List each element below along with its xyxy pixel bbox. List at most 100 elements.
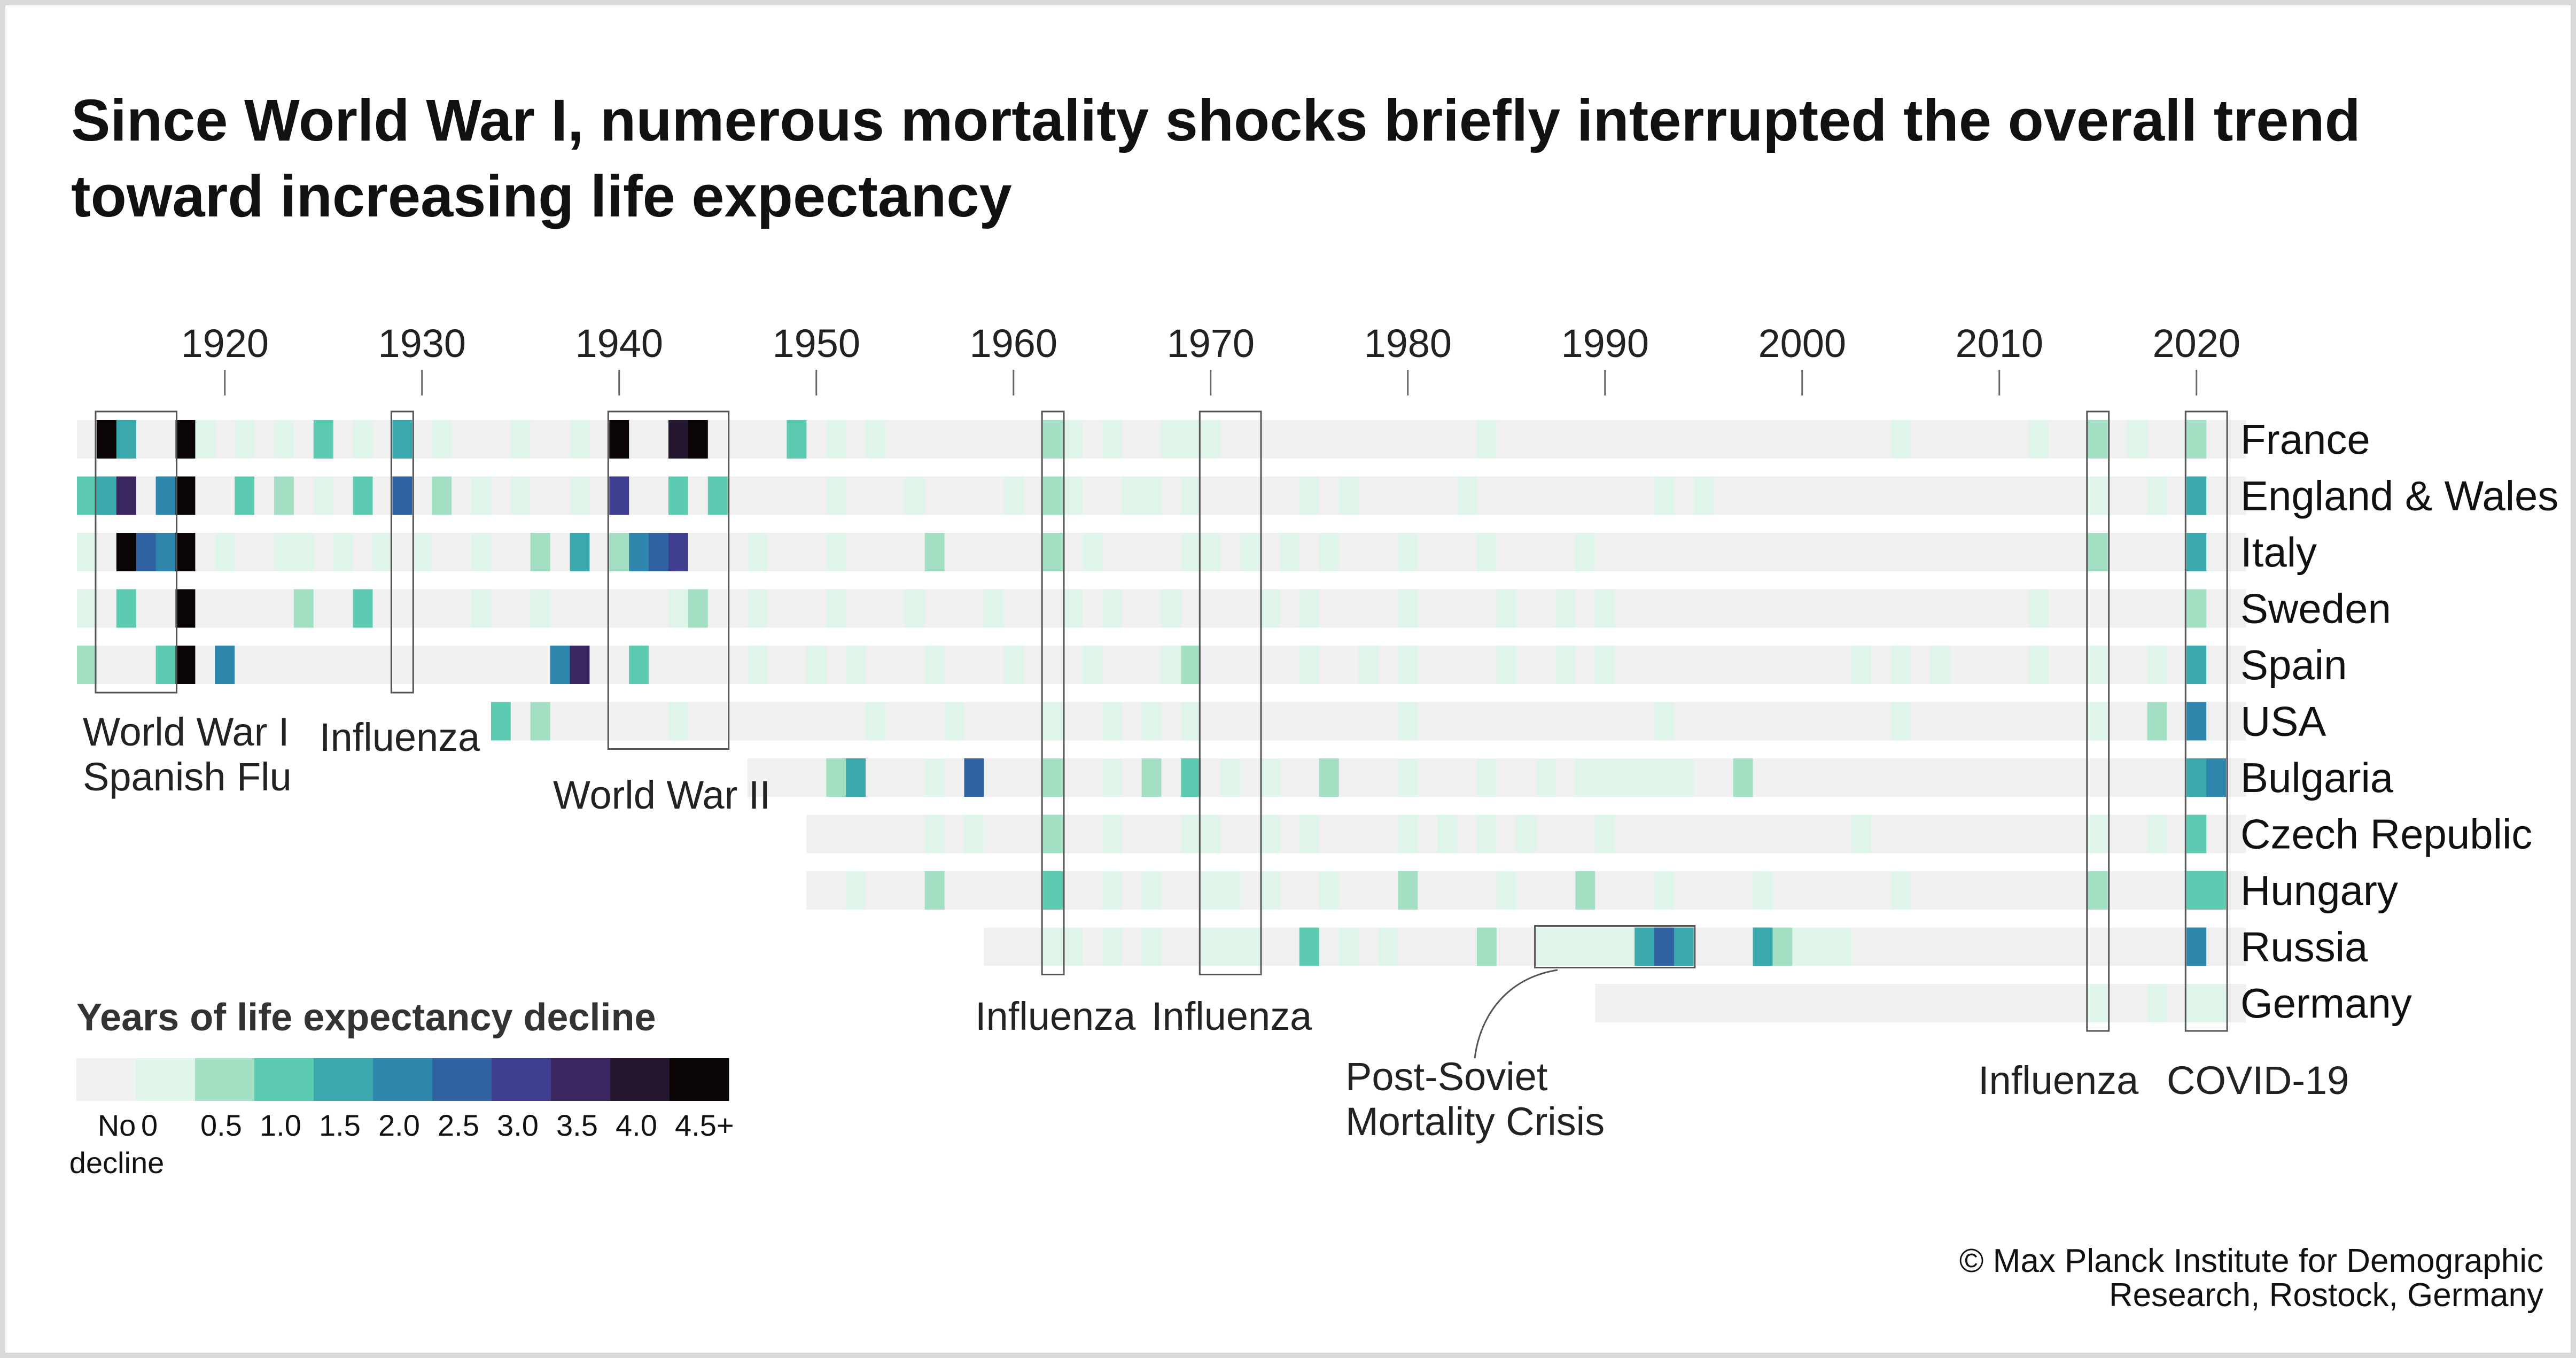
heatmap-cell xyxy=(2107,646,2128,684)
heatmap-cell xyxy=(747,476,768,515)
heatmap-cell xyxy=(1635,871,1655,910)
heatmap-cell xyxy=(1043,646,1063,684)
heatmap-cell xyxy=(1851,927,1872,966)
heatmap-cell xyxy=(1102,646,1123,684)
heatmap-cell xyxy=(1654,646,1675,684)
heatmap-cell xyxy=(1595,927,1615,966)
heatmap-cell xyxy=(2088,702,2108,741)
heatmap-cell xyxy=(1161,871,1181,910)
heatmap-cell xyxy=(1871,814,1892,853)
heatmap-cell xyxy=(1871,758,1892,797)
country-row: USA xyxy=(491,698,2326,745)
heatmap-cell xyxy=(964,702,984,741)
heatmap-cell xyxy=(1398,589,1418,628)
heatmap-cell xyxy=(1319,589,1340,628)
heatmap-cell xyxy=(885,476,906,515)
country-row: Bulgaria xyxy=(747,754,2394,801)
heatmap-cell xyxy=(2206,420,2227,459)
heatmap-cell xyxy=(175,533,196,571)
heatmap-cell xyxy=(570,702,590,741)
heatmap-cell xyxy=(2226,814,2246,853)
heatmap-cell xyxy=(1713,871,1734,910)
heatmap-cell xyxy=(2186,927,2207,966)
heatmap-cell xyxy=(2147,871,2167,910)
heatmap-cell xyxy=(313,476,334,515)
heatmap-cell xyxy=(2088,758,2108,797)
heatmap-cell xyxy=(1516,758,1537,797)
heatmap-cell xyxy=(1832,984,1852,1022)
heatmap-cell xyxy=(550,476,571,515)
heatmap-cell xyxy=(550,589,571,628)
legend-label: 1.0 xyxy=(260,1108,301,1142)
heatmap-cell xyxy=(1457,871,1477,910)
heatmap-cell xyxy=(116,420,137,459)
heatmap-cell xyxy=(1930,758,1951,797)
heatmap-cell xyxy=(491,476,511,515)
heatmap-cell xyxy=(1201,420,1221,459)
heatmap-cell xyxy=(471,533,492,571)
heatmap-cell xyxy=(1398,476,1418,515)
heatmap-cell xyxy=(1635,646,1655,684)
heatmap-cell xyxy=(1161,589,1181,628)
heatmap-cell xyxy=(136,589,157,628)
heatmap-cell xyxy=(1023,927,1044,966)
heatmap-cell xyxy=(1299,476,1320,515)
heatmap-cell xyxy=(333,646,354,684)
heatmap-cell xyxy=(1496,589,1517,628)
heatmap-cell xyxy=(1299,420,1320,459)
heatmap-cell xyxy=(2068,984,2089,1022)
heatmap-cell xyxy=(609,702,629,741)
heatmap-cell xyxy=(2009,420,2029,459)
heatmap-cell xyxy=(313,589,334,628)
heatmap-cell xyxy=(1181,589,1201,628)
heatmap-cell xyxy=(215,533,235,571)
country-label: England & Wales xyxy=(2240,472,2558,519)
heatmap-cell xyxy=(293,420,314,459)
heatmap-cell xyxy=(1536,871,1557,910)
heatmap-cell xyxy=(1398,758,1418,797)
heatmap-cell xyxy=(2107,984,2128,1022)
heatmap-cell xyxy=(1772,476,1793,515)
heatmap-cell xyxy=(1812,702,1832,741)
event-annotations: World War I Spanish Flu Influenza World War… xyxy=(83,710,2349,1144)
heatmap-cell xyxy=(1851,476,1872,515)
heatmap-cell xyxy=(1338,871,1359,910)
heatmap-cell xyxy=(1772,646,1793,684)
heatmap-cell xyxy=(1851,420,1872,459)
heatmap-cell xyxy=(649,476,669,515)
heatmap-cell xyxy=(510,702,531,741)
heatmap-cell xyxy=(1082,871,1103,910)
heatmap-cell xyxy=(826,533,846,571)
heatmap-cell xyxy=(1398,420,1418,459)
heatmap-cell xyxy=(1693,589,1714,628)
heatmap-cell xyxy=(1575,871,1596,910)
heatmap-cell xyxy=(471,420,492,459)
heatmap-cell xyxy=(550,646,571,684)
heatmap-cell xyxy=(2206,984,2227,1022)
heatmap-cell xyxy=(1141,476,1162,515)
heatmap-cell xyxy=(1950,702,1970,741)
heatmap-cell xyxy=(1043,927,1063,966)
heatmap-cell xyxy=(1063,814,1083,853)
heatmap-cell xyxy=(1102,589,1123,628)
heatmap-cell xyxy=(1457,702,1477,741)
heatmap-cell xyxy=(1398,702,1418,741)
heatmap-cell xyxy=(1358,589,1379,628)
heatmap-cell xyxy=(1930,984,1951,1022)
heatmap-cell xyxy=(707,589,728,628)
heatmap-cell xyxy=(2206,702,2227,741)
heatmap-cell xyxy=(1496,814,1517,853)
heatmap-cell xyxy=(1772,984,1793,1022)
heatmap-cell xyxy=(1812,589,1832,628)
heatmap-cell xyxy=(136,476,157,515)
heatmap-cell xyxy=(1615,702,1635,741)
heatmap-cell xyxy=(1516,871,1537,910)
heatmap-cell xyxy=(1063,758,1083,797)
heatmap-cell xyxy=(688,476,709,515)
heatmap-cell xyxy=(2167,814,2187,853)
heatmap-cell xyxy=(1851,646,1872,684)
heatmap-cell xyxy=(2167,984,2187,1022)
heatmap-cell xyxy=(1674,420,1694,459)
heatmap-cell xyxy=(2226,871,2246,910)
heatmap-cell xyxy=(1950,589,1970,628)
